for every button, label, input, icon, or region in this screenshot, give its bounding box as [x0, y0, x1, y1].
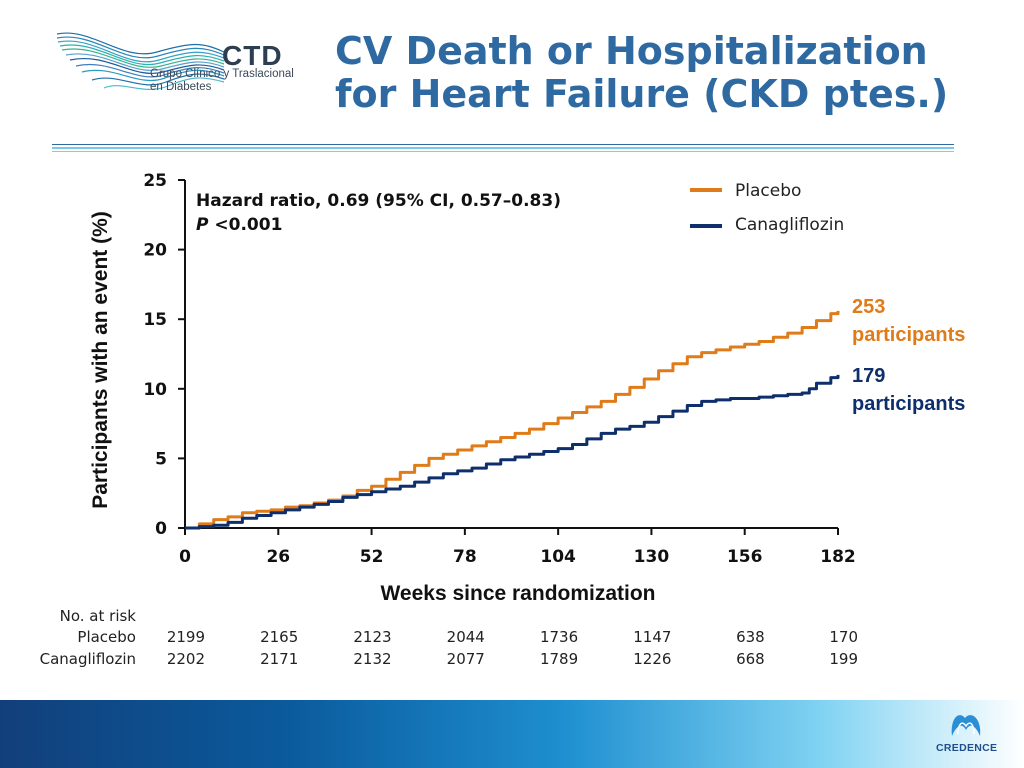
risk-cell-canagliflozin: 2202: [166, 650, 205, 668]
divider-bottom: [52, 151, 954, 152]
km-chart: 0 5 10 15 20 25 0 26 52 78 104 130 156 182 Hazard rat…: [89, 171, 965, 605]
risk-cell-placebo: 2199: [166, 628, 205, 646]
y-tick-label: 0: [155, 519, 167, 539]
risk-row-canagliflozin-label: Canagliflozin: [39, 650, 136, 668]
risk-cell-canagliflozin: 668: [736, 650, 765, 668]
p-value-text: P <0.001: [196, 215, 282, 235]
risk-cell-placebo: 638: [736, 628, 765, 646]
title-line2: for Heart Failure (CKD ptes.): [335, 72, 949, 116]
risk-cell-placebo: 2165: [260, 628, 299, 646]
risk-cell-placebo: 1736: [539, 628, 579, 646]
logo-subtitle: Grupo Clínico y Traslacional en Diabetes: [150, 68, 300, 94]
x-tick-label: 26: [266, 547, 290, 567]
canagliflozin-end-count: 179: [852, 365, 885, 387]
x-tick-label: 104: [540, 547, 576, 567]
risk-cell-canagliflozin: 2077: [446, 650, 485, 668]
chart-axes: 0 5 10 15 20 25 0 26 52 78 104 130 156 182: [143, 171, 855, 567]
logo-wave-graphic: [56, 32, 225, 90]
x-tick-label: 130: [634, 547, 670, 567]
p-italic: P: [196, 215, 209, 235]
p-value: <0.001: [208, 215, 282, 235]
divider-middle: [52, 147, 954, 149]
y-tick-label: 10: [143, 380, 167, 400]
credence-logo: CREDENCE: [936, 706, 998, 764]
title-line1: CV Death or Hospitalization: [335, 29, 928, 73]
risk-cell-canagliflozin: 2171: [260, 650, 299, 668]
logo-subtitle-line2: en Diabetes: [150, 81, 212, 93]
risk-cell-canagliflozin: 199: [829, 650, 858, 668]
ctd-logo: CTD Grupo Clínico y Traslacional en Diab…: [52, 22, 302, 102]
y-tick-label: 25: [143, 171, 167, 191]
series-line-placebo: [185, 310, 840, 530]
legend-placebo-label: Placebo: [735, 181, 801, 201]
risk-cell-placebo: 2044: [446, 628, 485, 646]
placebo-end-word: participants: [852, 324, 965, 346]
x-tick-label: 52: [360, 547, 384, 567]
hazard-ratio-text: Hazard ratio, 0.69 (95% CI, 0.57–0.83): [196, 191, 561, 211]
logo-name: CTD: [222, 40, 283, 71]
x-axis-label: Weeks since randomization: [380, 582, 655, 605]
y-tick-label: 15: [143, 310, 167, 330]
risk-cell-placebo: 1147: [633, 628, 672, 646]
x-tick-label: 156: [727, 547, 763, 567]
divider-top: [52, 144, 954, 145]
series-line-canagliflozin: [185, 374, 840, 530]
slide-title: CV Death or Hospitalization for Heart Fa…: [335, 30, 948, 116]
credence-brand: CREDENCE: [936, 742, 998, 754]
y-tick-label: 20: [143, 241, 167, 261]
placebo-end-count: 253: [852, 296, 885, 318]
risk-cell-canagliflozin: 1789: [539, 650, 579, 668]
legend-canagliflozin-label: Canagliflozin: [735, 215, 844, 235]
risk-cell-placebo: 2123: [353, 628, 392, 646]
risk-cell-canagliflozin: 1226: [633, 650, 672, 668]
x-tick-label: 0: [179, 547, 191, 567]
risk-row-placebo-label: Placebo: [77, 628, 136, 646]
x-tick-label: 78: [453, 547, 477, 567]
credence-mark-icon: [951, 715, 981, 736]
chart-series: [185, 310, 840, 530]
risk-table-header: No. at risk: [59, 607, 136, 625]
y-tick-label: 5: [155, 449, 167, 469]
y-axis-label: Participants with an event (%): [89, 211, 112, 509]
x-tick-label: 182: [820, 547, 856, 567]
risk-cell-canagliflozin: 2132: [353, 650, 392, 668]
footer-band: [0, 700, 1024, 768]
risk-cell-placebo: 170: [829, 628, 858, 646]
logo-subtitle-line1: Grupo Clínico y Traslacional: [150, 68, 294, 80]
canagliflozin-end-word: participants: [852, 393, 965, 415]
